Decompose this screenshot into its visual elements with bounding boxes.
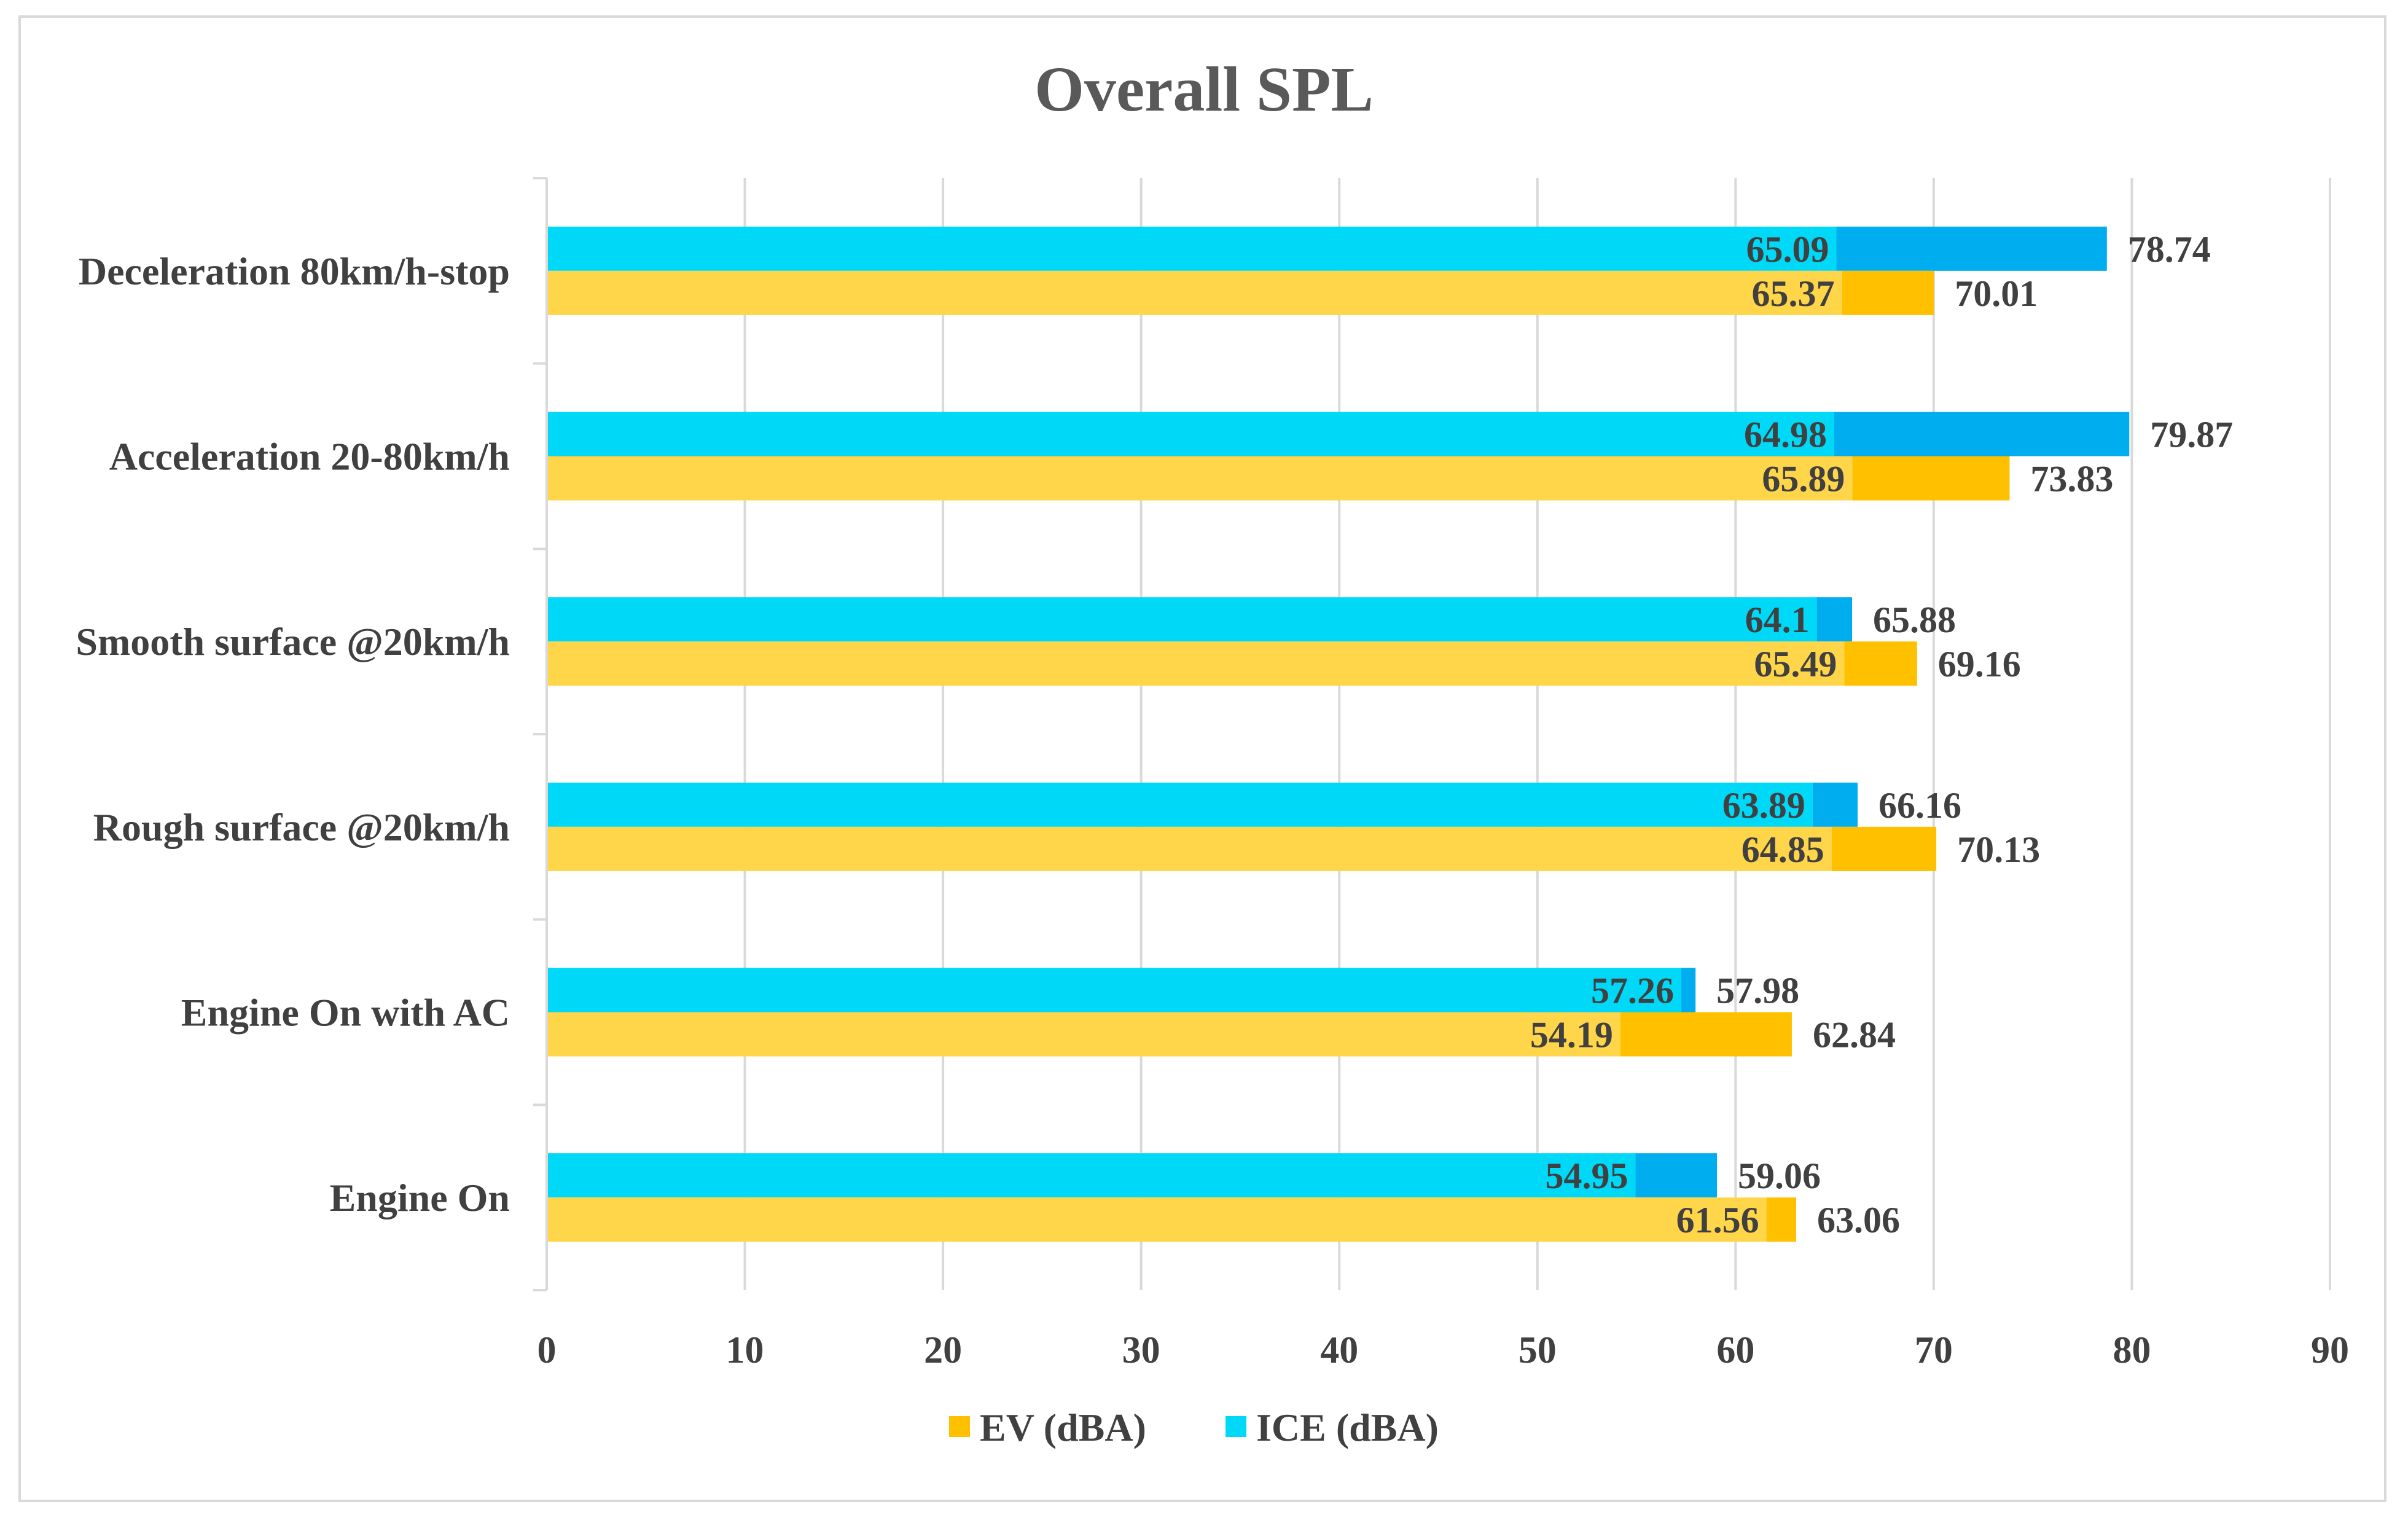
ev-base-label: 61.56 xyxy=(1676,1200,1759,1240)
ev-base-label: 54.19 xyxy=(1530,1015,1613,1055)
ice-bar-increment xyxy=(1812,782,1858,827)
ev-total-label: 70.13 xyxy=(1957,829,2040,870)
bars xyxy=(547,226,2130,1242)
ev-base-label: 64.85 xyxy=(1742,829,1824,870)
ev-bar-base xyxy=(547,641,1845,686)
ice-bar-base xyxy=(547,226,1837,271)
x-tick-label: 40 xyxy=(1320,1329,1358,1371)
ice-total-label: 66.16 xyxy=(1878,785,1961,826)
x-tick-label: 60 xyxy=(1716,1329,1754,1371)
ev-total-label: 70.01 xyxy=(1955,273,2038,314)
ev-bar-increment xyxy=(1766,1197,1797,1242)
ev-bar-base xyxy=(547,1197,1767,1242)
ice-bar-increment xyxy=(1834,412,2130,456)
data-labels: 65.09 78.74 65.37 70.01 64.98 79.87 65.89 73.83… xyxy=(1530,229,2233,1240)
x-tick-label: 30 xyxy=(1122,1329,1160,1371)
x-tick-label: 10 xyxy=(726,1329,764,1371)
legend-label-ev: EV (dBA) xyxy=(980,1406,1146,1449)
ev-bar-base xyxy=(547,456,1853,501)
x-tick-label: 80 xyxy=(2113,1329,2151,1371)
ev-bar-increment xyxy=(1852,456,2010,501)
ice-bar-increment xyxy=(1635,1153,1718,1198)
ice-bar-base xyxy=(547,597,1817,642)
ice-total-label: 59.06 xyxy=(1738,1156,1821,1196)
ev-bar-base xyxy=(547,270,1842,315)
ev-total-label: 69.16 xyxy=(1938,644,2021,684)
ev-bar-increment xyxy=(1620,1012,1792,1057)
category-label: Rough surface @20km/h xyxy=(93,805,510,849)
ice-base-label: 64.1 xyxy=(1745,600,1810,640)
ev-bar-increment xyxy=(1831,826,1937,871)
x-tick-label: 20 xyxy=(924,1329,962,1371)
ice-total-label: 65.88 xyxy=(1873,600,1956,640)
legend: EV (dBA) ICE (dBA) xyxy=(949,1406,1439,1449)
category-label: Deceleration 80km/h-stop xyxy=(79,249,510,293)
ev-total-label: 62.84 xyxy=(1813,1015,1896,1055)
x-tick-label: 50 xyxy=(1519,1329,1557,1371)
x-tick-label: 70 xyxy=(1915,1329,1953,1371)
legend-swatch-ev xyxy=(949,1416,970,1437)
ice-base-label: 64.98 xyxy=(1744,415,1827,455)
ice-base-label: 57.26 xyxy=(1591,971,1674,1011)
ev-total-label: 73.83 xyxy=(2030,459,2113,499)
ev-bar-base xyxy=(547,1012,1620,1057)
category-label: Acceleration 20-80km/h xyxy=(109,435,510,479)
ice-bar-increment xyxy=(1816,597,1852,642)
ice-base-label: 65.09 xyxy=(1746,229,1829,270)
ev-base-label: 65.49 xyxy=(1754,644,1837,684)
ev-base-label: 65.37 xyxy=(1752,273,1835,314)
axes: 0 10 20 30 40 50 60 70 80 90 Deceleration 80km/h-s… xyxy=(76,177,2349,1371)
legend-label-ice: ICE (dBA) xyxy=(1256,1406,1439,1449)
ev-total-label: 63.06 xyxy=(1817,1200,1900,1240)
ev-base-label: 65.89 xyxy=(1762,459,1845,499)
category-label: Engine On xyxy=(330,1176,510,1220)
x-tick-label: 0 xyxy=(538,1329,557,1371)
ice-total-label: 57.98 xyxy=(1716,971,1799,1011)
ice-bar-increment xyxy=(1681,968,1696,1012)
ice-total-label: 78.74 xyxy=(2128,229,2211,270)
ev-bar-increment xyxy=(1842,270,1934,315)
legend-swatch-ice xyxy=(1226,1416,1246,1437)
gridlines xyxy=(743,178,2331,1290)
ice-base-label: 54.95 xyxy=(1545,1156,1628,1196)
category-label: Smooth surface @20km/h xyxy=(76,620,510,664)
ice-total-label: 79.87 xyxy=(2150,415,2233,455)
ice-bar-increment xyxy=(1836,226,2107,271)
category-label: Engine On with AC xyxy=(181,991,510,1035)
ice-bar-base xyxy=(547,1153,1636,1198)
ice-bar-base xyxy=(547,782,1813,827)
ice-bar-base xyxy=(547,412,1834,456)
ice-base-label: 63.89 xyxy=(1722,785,1805,826)
x-tick-label: 90 xyxy=(2311,1329,2349,1371)
ev-bar-base xyxy=(547,826,1832,871)
chart-title: Overall SPL xyxy=(1034,54,1374,125)
ev-bar-increment xyxy=(1844,641,1917,686)
ice-bar-base xyxy=(547,968,1681,1012)
